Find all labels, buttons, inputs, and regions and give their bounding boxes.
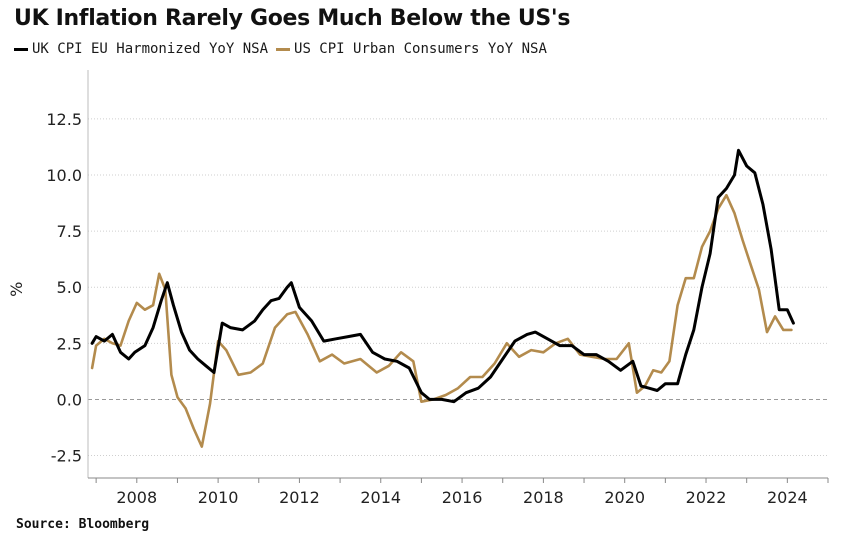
- x-tick-label: 2020: [604, 488, 645, 507]
- axis-layer: 12.5 10.0 7.5 5.0 2.5 0.0 -2.5% 2008 2010 2012 201…: [7, 70, 829, 507]
- y-tick-label: 5.0: [57, 278, 82, 297]
- legend-item-us: US CPI Urban Consumers YoY NSA: [276, 41, 547, 57]
- us-cpi-line: [90, 193, 793, 448]
- y-tick-label: 0.0: [57, 390, 82, 409]
- legend: UK CPI EU Harmonized YoY NSA US CPI Urba…: [14, 41, 555, 57]
- uk-cpi-line: [90, 148, 795, 404]
- x-tick-label: 2018: [523, 488, 564, 507]
- source-note: Source: Bloomberg: [16, 517, 150, 532]
- x-tick-label: 2016: [442, 488, 483, 507]
- y-tick-label: -2.5: [51, 447, 82, 466]
- chart-title: UK Inflation Rarely Goes Much Below the …: [14, 6, 571, 31]
- y-tick-label: 10.0: [46, 166, 82, 185]
- x-tick-label: 2010: [198, 488, 239, 507]
- x-tick-label: 2014: [360, 488, 401, 507]
- grid-layer: [88, 118, 828, 457]
- legend-swatch-uk: [14, 47, 28, 51]
- y-tick-label: 12.5: [46, 110, 82, 129]
- x-tick-label: 2022: [686, 488, 727, 507]
- legend-swatch-us: [276, 47, 291, 51]
- y-axis-label: %: [7, 282, 26, 297]
- y-tick-label: 2.5: [57, 334, 82, 353]
- legend-item-uk: UK CPI EU Harmonized YoY NSA: [14, 41, 268, 57]
- x-tick-label: 2008: [116, 488, 157, 507]
- y-tick-label: 7.5: [57, 222, 82, 241]
- series-layer: [90, 148, 795, 448]
- legend-label-us: US CPI Urban Consumers YoY NSA: [294, 41, 547, 57]
- x-tick-label: 2012: [279, 488, 320, 507]
- x-tick-label: 2024: [767, 488, 808, 507]
- legend-label-uk: UK CPI EU Harmonized YoY NSA: [32, 41, 269, 57]
